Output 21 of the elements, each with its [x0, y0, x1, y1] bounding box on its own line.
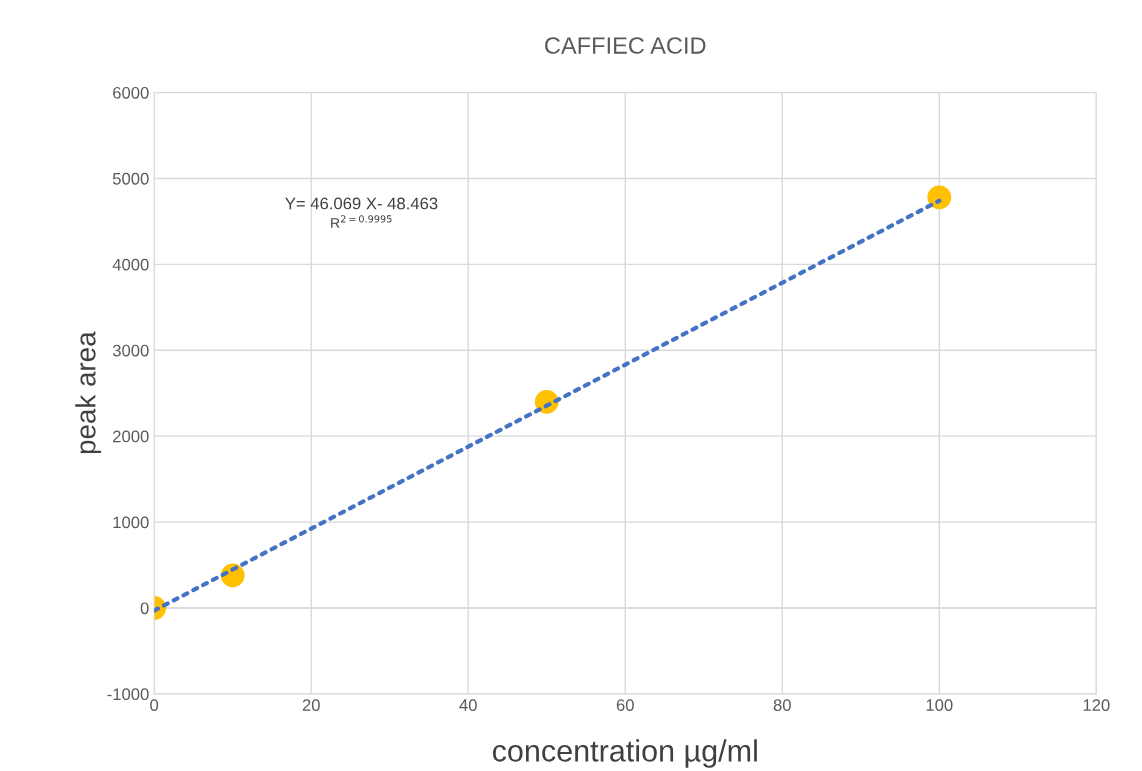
y-tick-label: 4000 — [112, 258, 149, 271]
y-tick-label: 6000 — [113, 86, 149, 99]
y-axis-title: peak area — [75, 331, 102, 454]
point — [927, 185, 952, 210]
x-tick-label: 100 — [926, 699, 953, 711]
chart-title: CAFFIEC ACID — [545, 37, 706, 54]
y-tick-label: 0 — [140, 602, 149, 615]
annotation: R$^{2=0.9995}$ — [331, 215, 392, 228]
x-tick-label: 0 — [150, 699, 159, 711]
y-tick-label: 1000 — [113, 516, 149, 529]
x-tick-label: 40 — [459, 699, 477, 711]
x-tick-label: 80 — [773, 699, 791, 711]
y-tick-label: 2000 — [113, 430, 149, 443]
x-tick-label: 120 — [1083, 699, 1110, 711]
y-tick-label: 5000 — [112, 172, 149, 185]
y-tick-label: -1000 — [107, 688, 149, 701]
y-tick-label: 3000 — [112, 344, 149, 357]
x-tick-label: 20 — [302, 699, 320, 711]
x-tick-label: 60 — [616, 699, 634, 711]
annotation: Y= 46.069 X- 48.463 — [285, 197, 438, 210]
x-axis-title: concentration µg/ml — [492, 739, 757, 768]
